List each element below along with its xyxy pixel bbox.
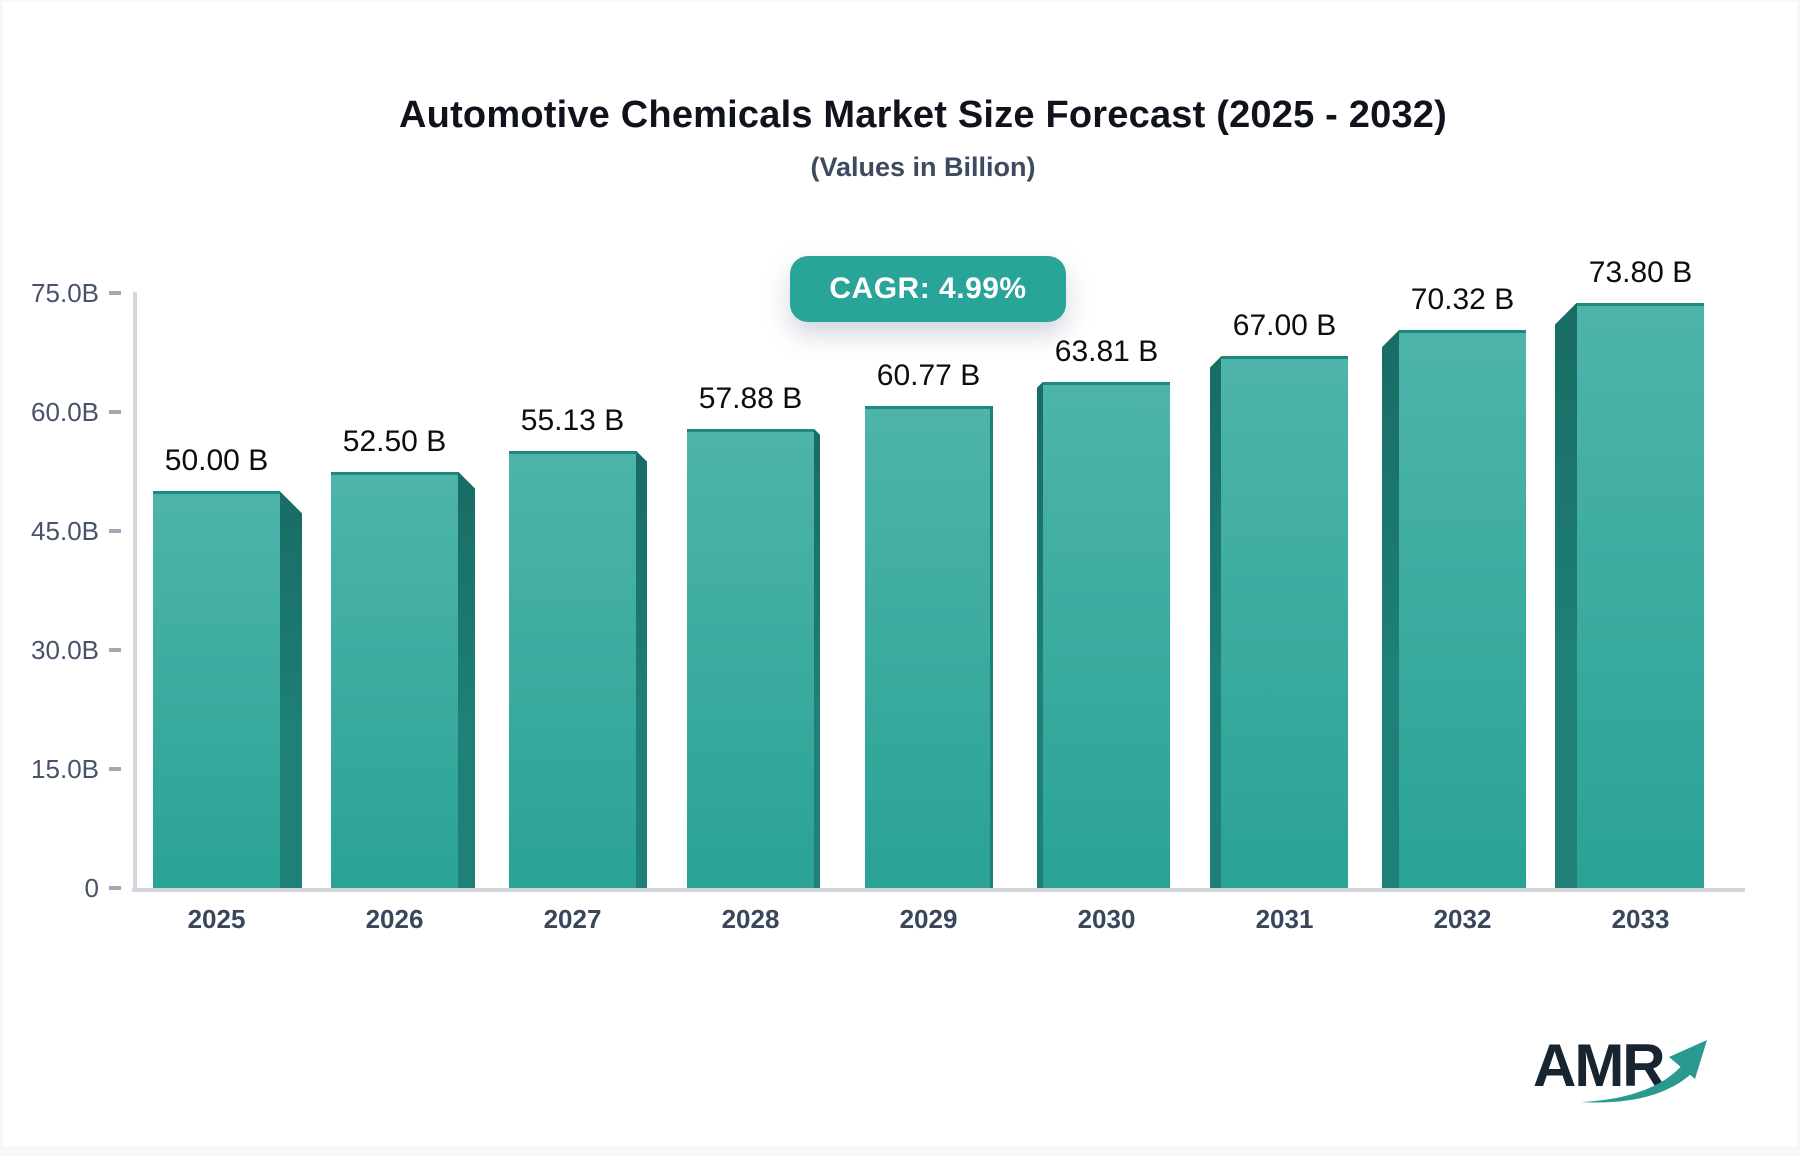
bar-2026-side — [458, 471, 475, 888]
y-tick-mark — [109, 529, 121, 533]
bar-2032-side — [1382, 330, 1399, 888]
chart-title: Automotive Chemicals Market Size Forecas… — [399, 94, 1447, 136]
x-axis-label-2029: 2029 — [899, 904, 958, 934]
bar-2029-edge — [990, 405, 993, 888]
y-tick-label: 30.0B — [31, 635, 99, 665]
amr-logo-arrow-swoosh — [1581, 1064, 1693, 1103]
amr-logo-arrowhead — [1669, 1040, 1707, 1079]
y-tick-label: 75.0B — [31, 278, 99, 308]
y-tick-mark — [109, 886, 121, 890]
bar-value-label: 57.88 B — [698, 381, 803, 415]
bar-2027-side — [636, 450, 647, 888]
bar-2027 — [509, 450, 636, 888]
x-axis-label-2033: 2033 — [1611, 904, 1670, 934]
bar-2029 — [865, 405, 992, 888]
cagr-badge-label: CAGR: 4.99% — [829, 272, 1027, 305]
bar-value-label: 52.50 B — [342, 424, 447, 458]
x-axis-label-2028: 2028 — [721, 904, 780, 934]
y-tick-label: 0 — [84, 873, 99, 903]
chart-card: Automotive Chemicals Market Size Forecas… — [3, 2, 1797, 1146]
bar-2033-side — [1555, 302, 1577, 888]
y-axis-line — [133, 292, 137, 892]
bar-2026 — [331, 471, 458, 888]
y-tick-mark — [109, 291, 121, 295]
cagr-badge: CAGR: 4.99% — [790, 256, 1066, 322]
bar-value-label: 63.81 B — [1054, 334, 1159, 368]
x-axis-label-2030: 2030 — [1077, 904, 1136, 934]
x-axis-label-2026: 2026 — [365, 904, 424, 934]
bar-value-label: 55.13 B — [520, 403, 625, 437]
y-tick-mark — [109, 767, 121, 771]
bar-2025 — [153, 491, 280, 888]
bar-2025-side — [280, 491, 302, 888]
bar-value-label: 50.00 B — [164, 444, 269, 478]
amr-logo: AMR — [1525, 1024, 1785, 1134]
x-axis-label-2031: 2031 — [1255, 904, 1314, 934]
bar-2031-side — [1210, 356, 1221, 888]
x-axis-label-2027: 2027 — [543, 904, 602, 934]
y-tick-label: 15.0B — [31, 754, 99, 784]
x-axis-label-2032: 2032 — [1433, 904, 1492, 934]
y-tick-mark — [109, 410, 121, 414]
chart-subtitle: (Values in Billion) — [810, 152, 1036, 182]
bar-2030-side — [1037, 381, 1043, 888]
amr-logo-text: AMR — [1533, 1032, 1665, 1099]
bar-2033 — [1577, 302, 1704, 888]
amr-logo-graphic: AMR — [1533, 1032, 1707, 1103]
y-tick-label: 45.0B — [31, 516, 99, 546]
y-tick-label: 60.0B — [31, 397, 99, 427]
bar-2028-side — [814, 428, 820, 888]
bar-value-label: 73.80 B — [1588, 255, 1693, 289]
bar-2030 — [1043, 381, 1170, 888]
bar-value-label: 67.00 B — [1232, 309, 1337, 343]
x-axis-line — [132, 888, 1745, 892]
bar-2031 — [1221, 356, 1348, 888]
bar-2032 — [1399, 330, 1526, 888]
y-tick-mark — [109, 648, 121, 652]
bar-value-label: 60.77 B — [876, 358, 981, 392]
bar-2028 — [687, 428, 814, 888]
bar-value-label: 70.32 B — [1410, 283, 1515, 317]
x-axis-label-2025: 2025 — [187, 904, 246, 934]
